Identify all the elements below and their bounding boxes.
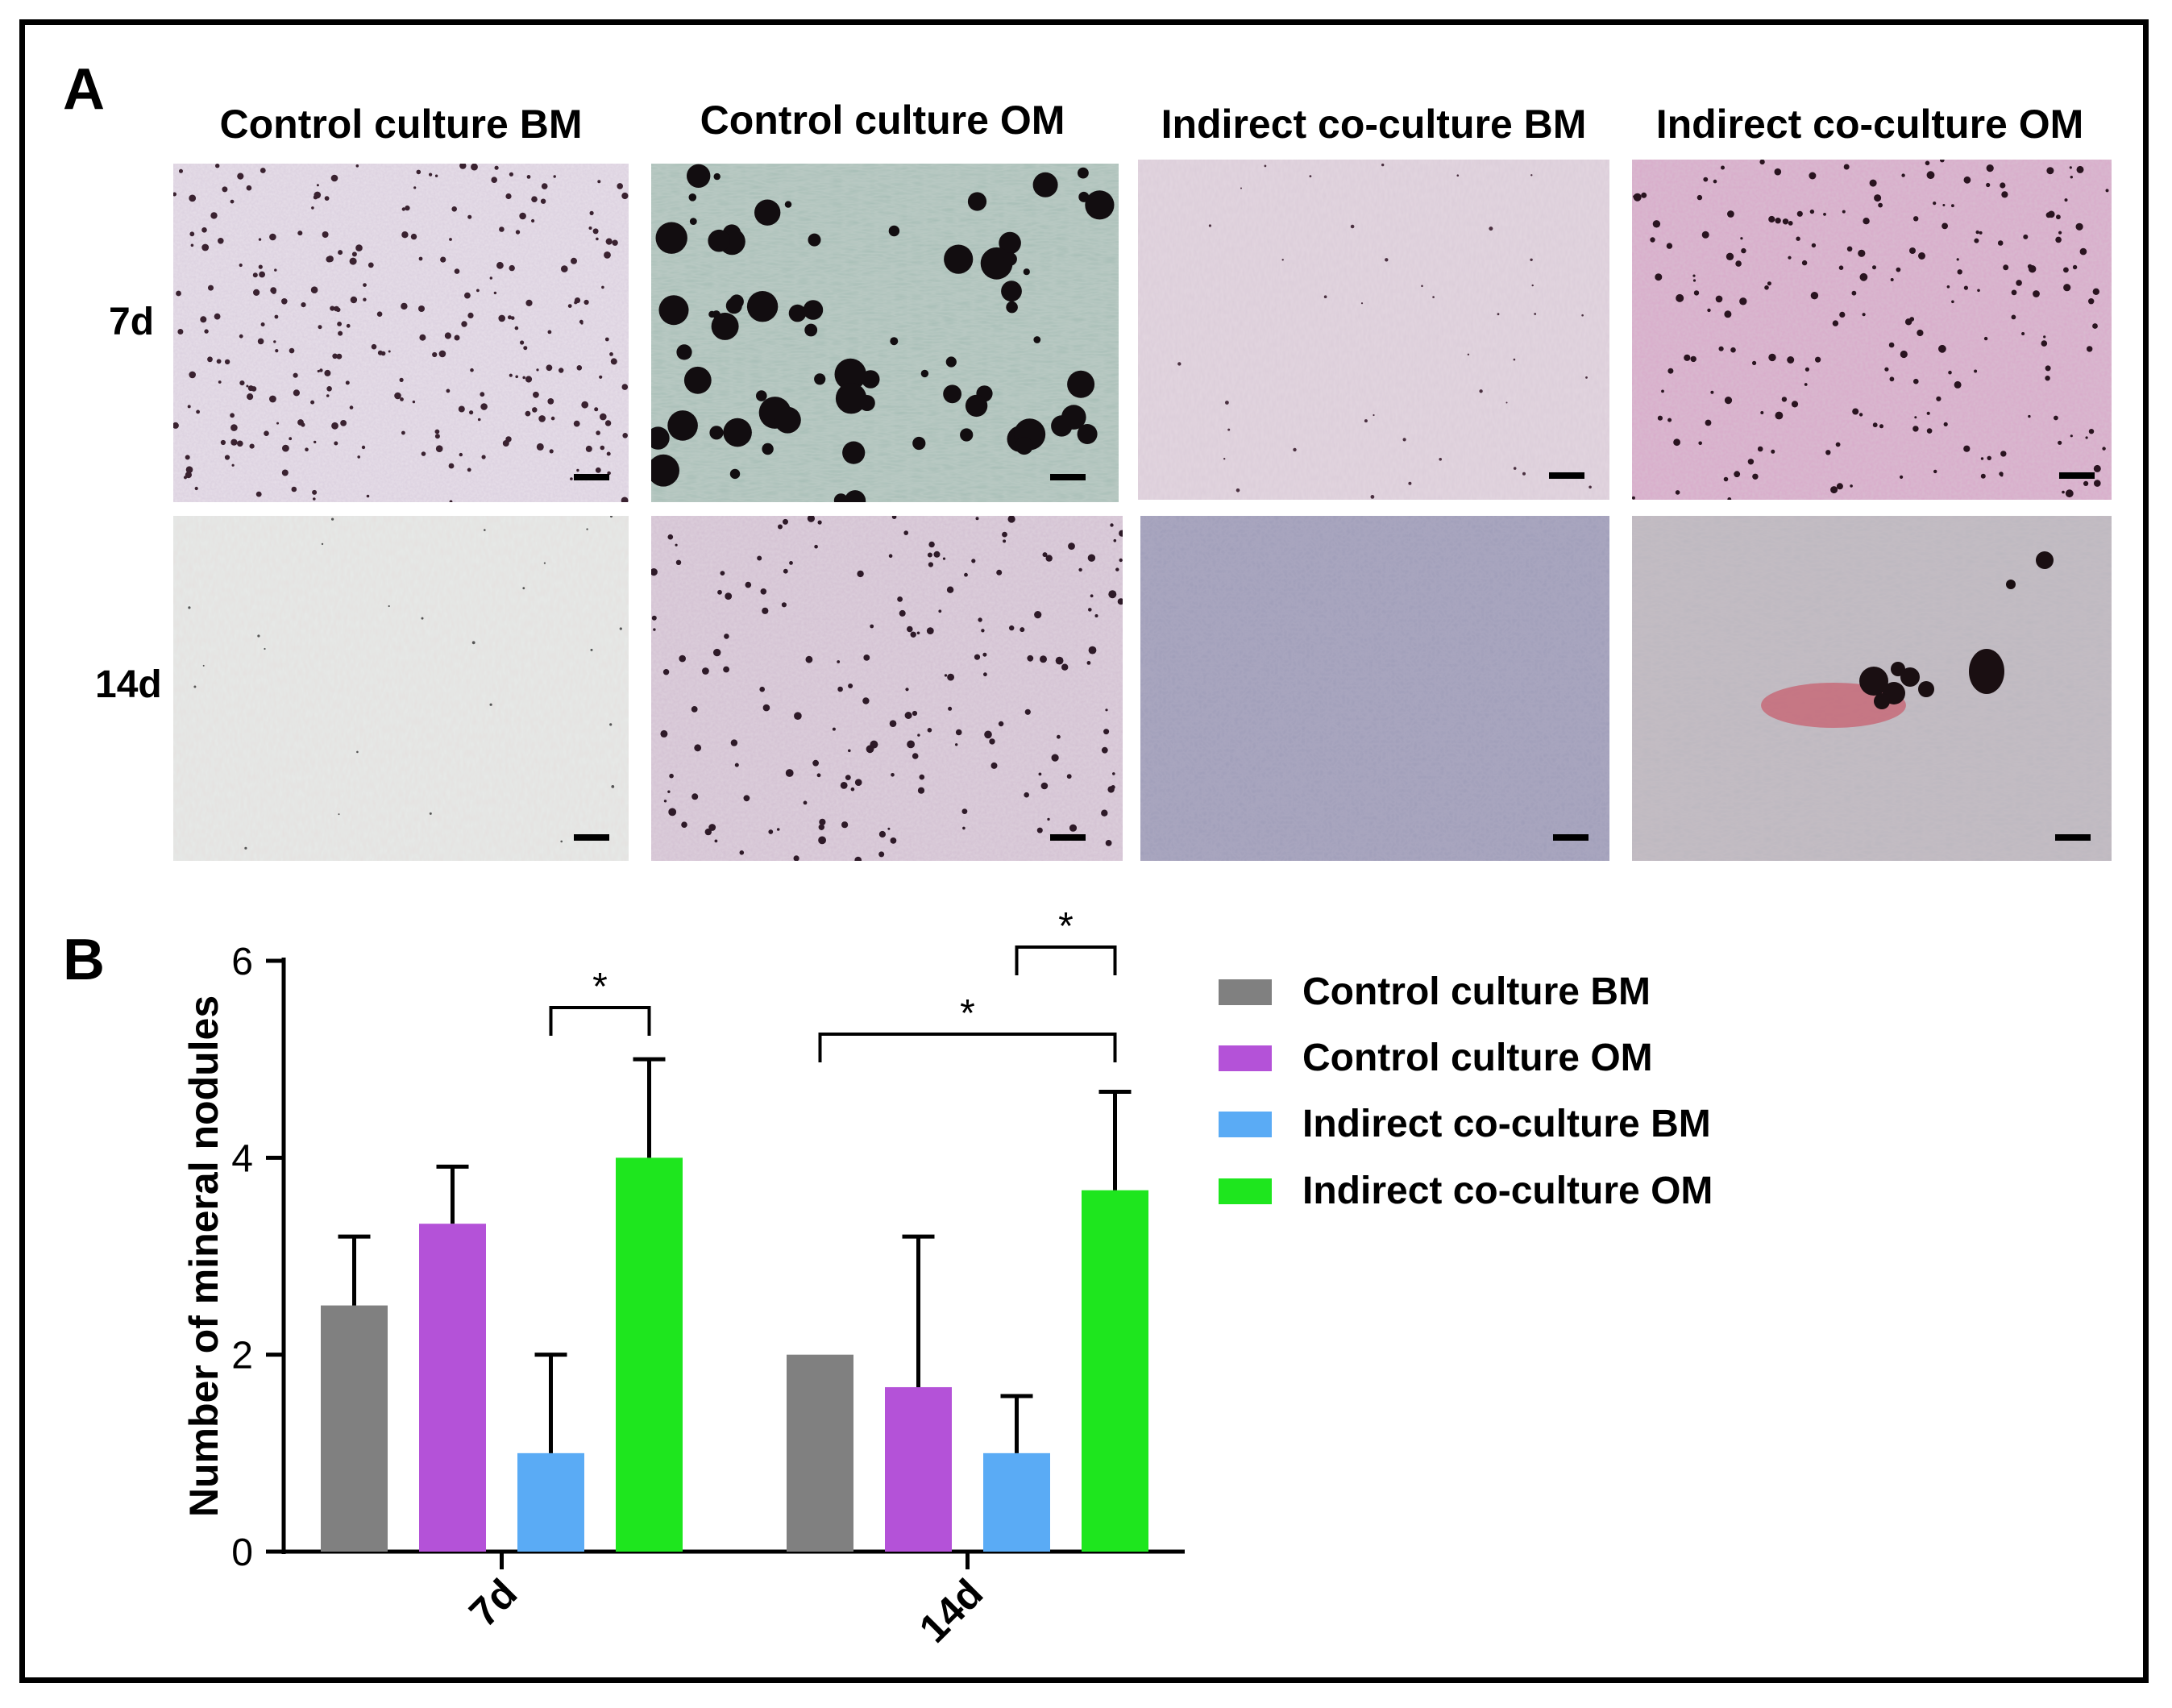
figure-frame: [19, 19, 2149, 1683]
y-tick-label: 2: [231, 1335, 253, 1378]
legend-item: Control culture BM: [1219, 970, 1651, 1014]
micrograph-control-bm-7d: [173, 164, 629, 502]
significance-bracket: [1015, 945, 1117, 975]
legend-label: Indirect co-culture OM: [1302, 1170, 1713, 1212]
legend-label: Control culture OM: [1302, 1037, 1653, 1079]
legend-swatch: [1219, 1178, 1272, 1204]
legend-swatch: [1219, 979, 1272, 1005]
y-tick-label: 0: [231, 1531, 253, 1574]
micrograph-indirect-om-7d: [1632, 160, 2112, 500]
micrograph-indirect-bm-7d: [1138, 160, 1609, 500]
significance-bracket: [818, 1033, 1117, 1062]
micrograph-indirect-om-14d: [1632, 516, 2112, 861]
bar: [885, 1386, 952, 1552]
micrograph-control-bm-14d: [173, 516, 629, 861]
bar: [321, 1305, 388, 1552]
significance-star: *: [1058, 905, 1074, 948]
legend-item: Control culture OM: [1219, 1036, 1653, 1080]
column-title-control-om: Control culture OM: [700, 98, 1065, 143]
legend-swatch: [1219, 1045, 1272, 1071]
legend-label: Indirect co-culture BM: [1302, 1103, 1711, 1145]
micrograph-control-om-14d: [651, 516, 1123, 861]
panel-b-letter: B: [63, 928, 105, 992]
x-tick-label: 7d: [460, 1570, 525, 1635]
legend-item: Indirect co-culture OM: [1219, 1169, 1713, 1213]
row-label-14d: 14d: [95, 663, 162, 706]
panel-a-letter: A: [63, 57, 105, 122]
bar: [616, 1157, 683, 1552]
column-title-indirect-om: Indirect co-culture OM: [1655, 102, 2084, 147]
bar: [419, 1224, 486, 1552]
legend-item: Indirect co-culture BM: [1219, 1102, 1711, 1146]
x-tick-label: 14d: [911, 1570, 992, 1652]
y-tick-label: 6: [231, 941, 253, 983]
micrograph-control-om-7d: [651, 164, 1119, 502]
significance-star: *: [592, 966, 608, 1008]
micrograph-indirect-bm-14d: [1140, 516, 1609, 861]
significance-star: *: [960, 992, 975, 1035]
row-label-7d: 7d: [109, 301, 155, 343]
legend-swatch: [1219, 1111, 1272, 1137]
y-axis-label: Number of mineral nodules: [181, 995, 226, 1517]
legend-label: Control culture BM: [1302, 970, 1651, 1013]
column-title-indirect-bm: Indirect co-culture BM: [1161, 102, 1587, 147]
significance-bracket: [549, 1006, 651, 1036]
bar: [1082, 1190, 1148, 1552]
bar: [787, 1354, 853, 1552]
column-title-control-bm: Control culture BM: [219, 102, 583, 147]
y-tick-label: 4: [231, 1137, 253, 1180]
bar: [983, 1452, 1050, 1552]
bar: [517, 1452, 584, 1552]
